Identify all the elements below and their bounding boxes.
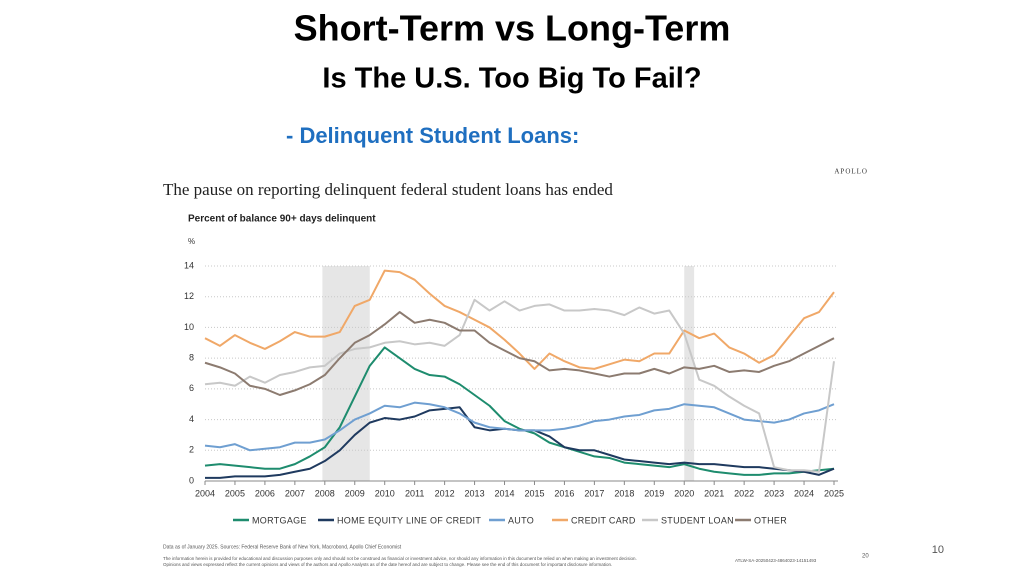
disclaimer: Opinions and views expressed reflect the… bbox=[163, 562, 612, 567]
x-tick-label: 2019 bbox=[644, 488, 664, 498]
x-tick-label: 2009 bbox=[345, 488, 365, 498]
source-note: Data as of January 2025. Sources: Federa… bbox=[163, 544, 402, 550]
x-tick-label: 2017 bbox=[584, 488, 604, 498]
x-tick-label: 2008 bbox=[315, 488, 335, 498]
legend-label: MORTGAGE bbox=[252, 515, 307, 525]
x-tick-label: 2010 bbox=[375, 488, 395, 498]
x-tick-label: 2004 bbox=[195, 488, 215, 498]
series-line bbox=[204, 269, 835, 370]
series-line bbox=[204, 298, 835, 473]
legend-label: AUTO bbox=[508, 515, 534, 525]
y-tick-label: 0 bbox=[189, 475, 194, 485]
source-page-number: 20 bbox=[862, 554, 869, 560]
x-tick-label: 2011 bbox=[405, 488, 424, 498]
x-tick-label: 2018 bbox=[614, 488, 634, 498]
y-tick-label: 6 bbox=[189, 383, 194, 393]
chart-subtitle: Percent of balance 90+ days delinquent bbox=[188, 214, 376, 225]
y-tick-label: 10 bbox=[184, 322, 194, 332]
x-tick-label: 2006 bbox=[255, 488, 275, 498]
y-tick-label: 14 bbox=[184, 260, 194, 270]
slide-title: Short-Term vs Long-Term bbox=[294, 8, 731, 49]
x-tick-label: 2012 bbox=[435, 488, 455, 498]
x-tick-label: 2007 bbox=[285, 488, 305, 498]
y-tick-label: 2 bbox=[189, 445, 194, 455]
recession-band bbox=[322, 266, 370, 481]
x-tick-label: 2021 bbox=[704, 488, 724, 498]
legend-label: STUDENT LOAN bbox=[661, 515, 734, 525]
slide-number: 10 bbox=[932, 544, 944, 556]
disclaimer: The information herein is provided for e… bbox=[163, 556, 637, 561]
slide-subtitle: Is The U.S. Too Big To Fail? bbox=[322, 63, 701, 95]
brand: APOLLO bbox=[834, 168, 868, 176]
legend-label: CREDIT CARD bbox=[571, 515, 636, 525]
y-tick-label: 4 bbox=[189, 414, 194, 424]
x-tick-label: 2022 bbox=[734, 488, 754, 498]
x-tick-label: 2016 bbox=[554, 488, 574, 498]
series-line bbox=[204, 311, 835, 396]
series-line bbox=[204, 346, 835, 476]
recession-band bbox=[684, 266, 695, 481]
x-tick-label: 2015 bbox=[524, 488, 544, 498]
x-tick-label: 2020 bbox=[674, 488, 694, 498]
section-heading: - Delinquent Student Loans: bbox=[286, 123, 579, 148]
legend-label: HOME EQUITY LINE OF CREDIT bbox=[337, 515, 481, 525]
document-code: ATLW-SA-20250423-4864023-14151493 bbox=[735, 558, 817, 563]
chart-title: The pause on reporting delinquent federa… bbox=[163, 180, 613, 199]
legend-label: OTHER bbox=[754, 515, 787, 525]
y-tick-label: 8 bbox=[189, 353, 194, 363]
x-tick-label: 2024 bbox=[794, 488, 814, 498]
x-tick-label: 2025 bbox=[824, 488, 844, 498]
y-tick-label: 12 bbox=[184, 291, 194, 301]
y-unit: % bbox=[188, 237, 195, 246]
x-tick-label: 2014 bbox=[495, 488, 515, 498]
x-tick-label: 2005 bbox=[225, 488, 245, 498]
x-tick-label: 2023 bbox=[764, 488, 784, 498]
series-line bbox=[204, 401, 835, 452]
x-tick-label: 2013 bbox=[465, 488, 485, 498]
